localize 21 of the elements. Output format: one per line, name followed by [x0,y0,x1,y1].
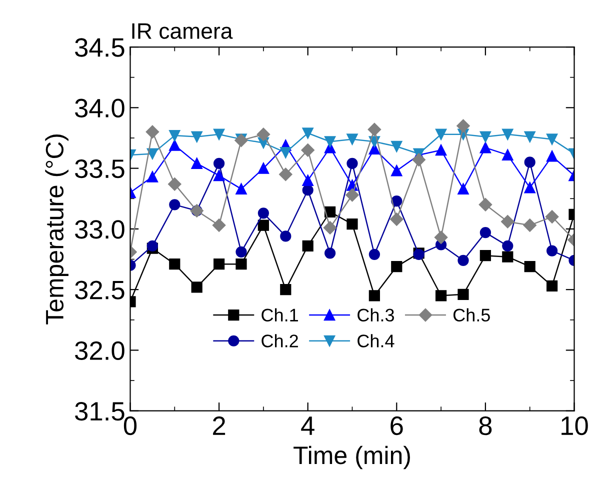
x-tick-label: 4 [301,416,314,435]
x-tick-label: 2 [213,416,226,435]
x-tick-label: 10 [562,416,588,436]
legend-label: Ch.3 [358,308,394,322]
x-tick-label: 0 [124,416,137,436]
y-tick-label: 34.0 [75,98,124,118]
legend-label: Ch.5 [453,308,490,322]
y-tick-label: 32.5 [75,280,124,300]
y-tick-label: 33.0 [75,220,124,239]
legend-label: Ch.1 [262,308,298,322]
y-tick-label: 31.5 [75,402,124,421]
y-tick-label: 32.0 [75,341,124,360]
x-tick-label: 8 [479,416,492,436]
legend-label: Ch.2 [262,334,298,348]
x-tick-label: 6 [390,416,403,436]
legend-label: Ch.4 [358,334,394,348]
x-axis-title: Time (min) [294,446,410,470]
chart-title: IR camera [132,23,233,39]
y-tick-label: 34.5 [75,38,124,57]
y-axis-title: Temperature (°C) [45,134,68,324]
y-tick-label: 33.5 [75,159,124,178]
